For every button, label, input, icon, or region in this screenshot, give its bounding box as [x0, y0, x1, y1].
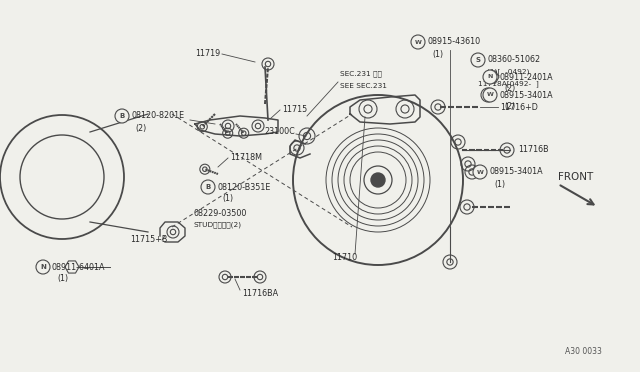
Text: 08360-51062: 08360-51062: [487, 55, 540, 64]
Circle shape: [483, 88, 497, 102]
Text: W: W: [486, 93, 493, 97]
Text: (1): (1): [432, 49, 443, 58]
Circle shape: [36, 260, 50, 274]
Text: (1): (1): [494, 180, 505, 189]
Text: SEC.231 参照: SEC.231 参照: [340, 71, 382, 77]
Text: 08915-43610: 08915-43610: [427, 38, 480, 46]
Text: 08911-6401A: 08911-6401A: [52, 263, 106, 272]
Text: FRONT: FRONT: [558, 172, 593, 182]
Text: 23100C: 23100C: [264, 128, 295, 137]
Circle shape: [115, 109, 129, 123]
Text: W: W: [477, 170, 483, 174]
Circle shape: [411, 35, 425, 49]
Circle shape: [471, 53, 485, 67]
Text: STUDスタッド(2): STUDスタッド(2): [193, 222, 241, 228]
Text: 11716B: 11716B: [518, 145, 548, 154]
Text: 11715: 11715: [282, 106, 307, 115]
Circle shape: [473, 165, 487, 179]
Text: 11719: 11719: [195, 49, 220, 58]
Text: (1)[  -0492): (1)[ -0492): [487, 68, 529, 76]
Text: 08915-3401A: 08915-3401A: [499, 90, 552, 99]
Text: 11718M: 11718M: [230, 153, 262, 161]
Text: N: N: [40, 264, 46, 270]
Text: (2): (2): [135, 124, 147, 132]
Text: (1): (1): [57, 275, 68, 283]
Text: 08120-B351E: 08120-B351E: [217, 183, 270, 192]
Circle shape: [201, 180, 215, 194]
Text: 08915-3401A: 08915-3401A: [489, 167, 543, 176]
Text: 11715+B: 11715+B: [130, 235, 168, 244]
Text: B: B: [205, 184, 211, 190]
Text: A30 0033: A30 0033: [565, 347, 602, 356]
Text: 11716BA: 11716BA: [242, 289, 278, 298]
Text: (2): (2): [504, 84, 515, 93]
Text: 08911-2401A: 08911-2401A: [499, 73, 552, 81]
Text: (2): (2): [504, 103, 515, 112]
Circle shape: [371, 173, 385, 187]
Text: W: W: [415, 39, 421, 45]
Text: 11710: 11710: [332, 253, 357, 262]
Text: 11716+D: 11716+D: [500, 103, 538, 112]
Text: S: S: [476, 57, 481, 63]
Text: 08120-8201E: 08120-8201E: [131, 112, 184, 121]
Text: 11718A[0492-  ]: 11718A[0492- ]: [478, 81, 539, 87]
Text: N: N: [487, 74, 493, 80]
Text: 08229-03500: 08229-03500: [193, 209, 246, 218]
Text: (1): (1): [222, 195, 233, 203]
Circle shape: [483, 70, 497, 84]
Text: SEE SEC.231: SEE SEC.231: [340, 83, 387, 89]
Text: B: B: [120, 113, 125, 119]
